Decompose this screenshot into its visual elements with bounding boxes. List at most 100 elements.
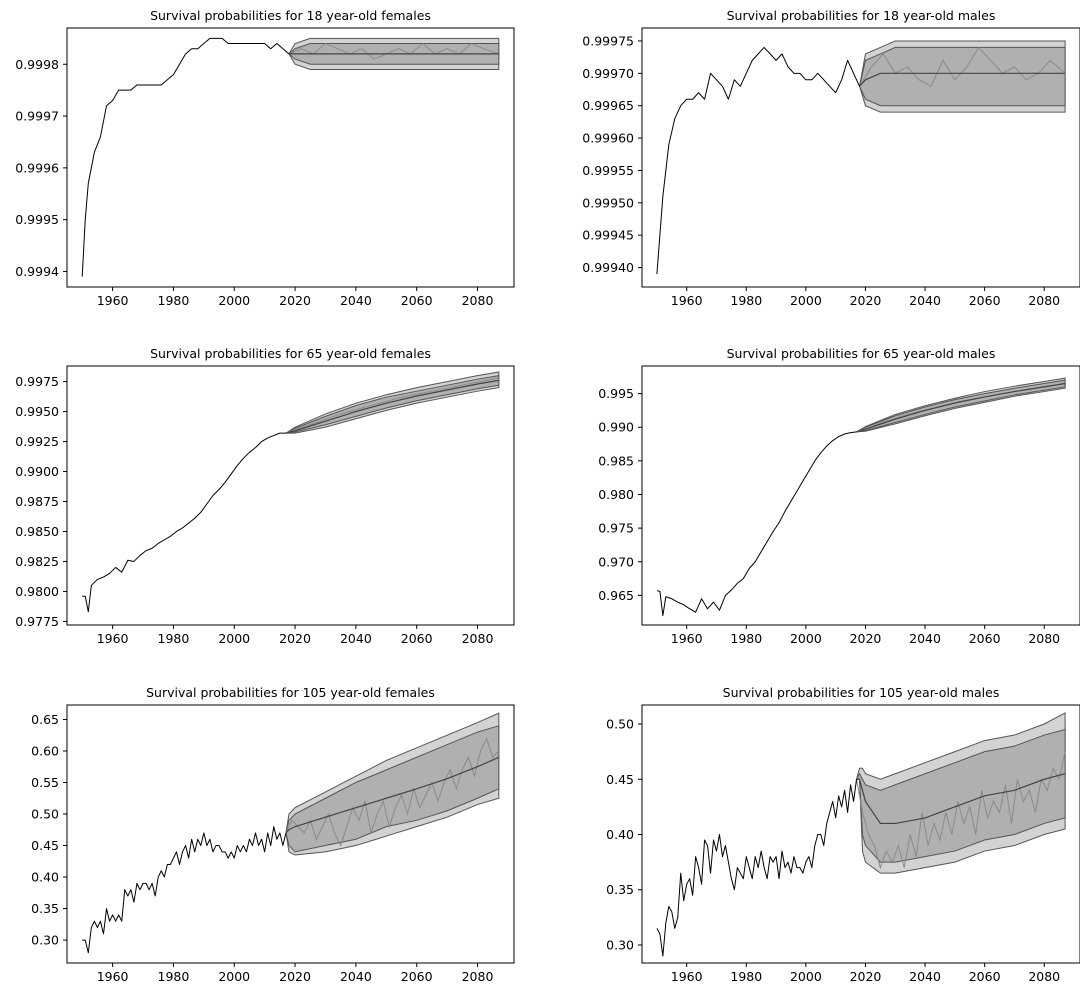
y-tick-label: 0.9998 — [15, 57, 59, 72]
y-tick-label: 0.975 — [598, 521, 634, 536]
x-tick-label: 2060 — [401, 293, 433, 308]
y-tick-label: 0.40 — [31, 870, 59, 885]
y-tick-label: 0.99970 — [582, 66, 634, 81]
y-tick-label: 0.9925 — [15, 434, 59, 449]
x-tick-label: 2000 — [218, 631, 250, 646]
x-tick-label: 2080 — [1028, 631, 1060, 646]
x-tick-label: 2040 — [909, 631, 941, 646]
chart-title: Survival probabilities for 18 year-old m… — [727, 8, 996, 23]
chart-title: Survival probabilities for 105 year-old … — [723, 685, 1000, 700]
x-tick-label: 2040 — [340, 631, 372, 646]
x-tick-label: 2080 — [1028, 293, 1060, 308]
y-tick-label: 0.50 — [31, 807, 59, 822]
x-tick-label: 2020 — [279, 631, 311, 646]
x-tick-label: 2080 — [1028, 969, 1060, 984]
x-tick-label: 2080 — [462, 969, 494, 984]
x-tick-label: 2040 — [340, 969, 372, 984]
y-tick-label: 0.55 — [31, 775, 59, 790]
x-tick-label: 2060 — [401, 631, 433, 646]
inner-prediction-band — [285, 725, 500, 853]
x-tick-label: 1980 — [158, 293, 190, 308]
inner-prediction-band — [858, 46, 1066, 107]
x-tick-label: 1980 — [730, 293, 762, 308]
historical-line — [82, 826, 287, 954]
y-tick-label: 0.45 — [606, 772, 634, 787]
x-tick-label: 1980 — [730, 969, 762, 984]
y-tick-label: 0.99950 — [582, 195, 634, 210]
axes-frame — [641, 365, 1080, 626]
x-tick-label: 2060 — [969, 293, 1001, 308]
x-tick-label: 2000 — [790, 293, 822, 308]
y-tick-label: 0.980 — [598, 487, 634, 502]
y-tick-label: 0.9975 — [15, 374, 59, 389]
y-tick-label: 0.9996 — [15, 160, 59, 175]
chart-panel-4: Survival probabilities for 65 year-old m… — [598, 346, 1080, 646]
chart-title: Survival probabilities for 18 year-old f… — [150, 8, 431, 23]
chart-panel-1: Survival probabilities for 18 year-old f… — [15, 8, 515, 308]
axes-frame — [66, 27, 515, 288]
x-tick-label: 2000 — [218, 969, 250, 984]
y-tick-label: 0.9950 — [15, 404, 59, 419]
x-tick-label: 1960 — [97, 969, 129, 984]
y-tick-label: 0.9994 — [15, 264, 59, 279]
y-tick-label: 0.9997 — [15, 109, 59, 124]
y-tick-label: 0.99975 — [582, 33, 634, 48]
sample-forecast-line — [856, 751, 1066, 870]
x-tick-label: 1960 — [97, 293, 129, 308]
y-tick-label: 0.9800 — [15, 584, 59, 599]
historical-line — [81, 37, 290, 277]
x-tick-label: 2040 — [340, 293, 372, 308]
median-forecast-line — [285, 379, 499, 434]
y-tick-label: 0.9900 — [15, 464, 59, 479]
chart-panel-5: Survival probabilities for 105 year-old … — [31, 685, 515, 984]
chart-panel-2: Survival probabilities for 18 year-old m… — [582, 8, 1080, 308]
chart-title: Survival probabilities for 65 year-old m… — [727, 346, 996, 361]
y-tick-label: 0.9850 — [15, 524, 59, 539]
y-tick-label: 0.35 — [606, 882, 634, 897]
y-tick-label: 0.45 — [31, 838, 59, 853]
y-tick-label: 0.9775 — [15, 614, 59, 629]
chart-panel-6: Survival probabilities for 105 year-old … — [606, 685, 1080, 984]
y-tick-label: 0.970 — [598, 554, 634, 569]
x-tick-label: 1980 — [158, 969, 190, 984]
y-tick-label: 0.60 — [31, 743, 59, 758]
y-tick-label: 0.985 — [598, 453, 634, 468]
x-tick-label: 2000 — [790, 969, 822, 984]
x-tick-label: 2080 — [462, 293, 494, 308]
historical-line — [656, 431, 857, 617]
x-tick-label: 2020 — [850, 293, 882, 308]
median-forecast-line — [856, 382, 1066, 433]
x-tick-label: 1960 — [671, 293, 703, 308]
y-tick-label: 0.40 — [606, 827, 634, 842]
x-tick-label: 1960 — [671, 631, 703, 646]
y-tick-label: 0.99955 — [582, 163, 634, 178]
x-tick-label: 2020 — [279, 969, 311, 984]
historical-line — [82, 432, 286, 613]
median-forecast-line — [856, 773, 1066, 825]
x-tick-label: 2060 — [969, 631, 1001, 646]
y-tick-label: 0.99965 — [582, 98, 634, 113]
y-tick-label: 0.30 — [31, 933, 59, 948]
x-tick-label: 2000 — [790, 631, 822, 646]
y-tick-label: 0.965 — [598, 588, 634, 603]
historical-line — [656, 46, 860, 275]
y-tick-label: 0.35 — [31, 901, 59, 916]
sample-forecast-line — [285, 377, 499, 434]
axes-frame — [66, 365, 515, 626]
historical-line — [656, 779, 858, 957]
axes-frame — [66, 704, 515, 964]
y-tick-label: 0.995 — [598, 386, 634, 401]
chart-title: Survival probabilities for 65 year-old f… — [150, 346, 431, 361]
chart-panel-3: Survival probabilities for 65 year-old f… — [15, 346, 515, 646]
x-tick-label: 2000 — [218, 293, 250, 308]
y-tick-label: 0.99940 — [582, 260, 634, 275]
y-tick-label: 0.65 — [31, 712, 59, 727]
x-tick-label: 2020 — [279, 293, 311, 308]
axes-frame — [641, 27, 1080, 288]
median-forecast-line — [285, 756, 500, 834]
y-tick-label: 0.9875 — [15, 494, 59, 509]
sample-forecast-line — [285, 737, 500, 847]
x-tick-label: 1980 — [158, 631, 190, 646]
chart-title: Survival probabilities for 105 year-old … — [146, 685, 435, 700]
